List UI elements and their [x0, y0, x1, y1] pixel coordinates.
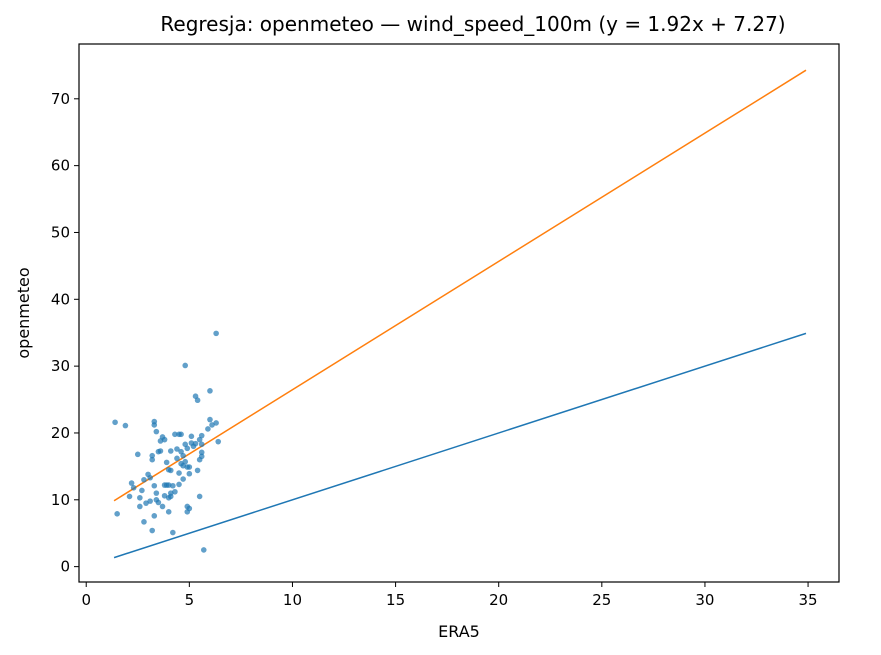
- scatter-point: [139, 487, 145, 494]
- scatter-point: [141, 519, 147, 525]
- x-tick-label: 0: [81, 591, 91, 609]
- scatter-point: [149, 452, 156, 459]
- scatter-point: [198, 432, 205, 439]
- y-tick-label: 30: [51, 357, 70, 375]
- y-axis-label: openmeteo: [14, 267, 33, 358]
- scatter-point: [122, 422, 129, 429]
- scatter-point: [194, 467, 201, 474]
- scatter-point: [167, 493, 174, 500]
- scatter-point: [128, 480, 135, 486]
- scatter-point: [170, 529, 176, 536]
- scatter-point: [126, 493, 133, 500]
- scatter-point: [180, 452, 186, 459]
- regression-line: [113, 69, 807, 502]
- x-tick-label: 25: [592, 591, 611, 609]
- scatter-point: [147, 474, 153, 481]
- scatter-point: [213, 420, 219, 426]
- y-tick-label: 40: [51, 290, 70, 308]
- y-tick-label: 20: [51, 424, 70, 442]
- scatter-point: [161, 436, 168, 443]
- x-tick-label: 35: [799, 591, 818, 609]
- x-tick-label: 20: [489, 591, 508, 609]
- scatter-point: [182, 362, 189, 369]
- scatter-point: [114, 511, 120, 517]
- scatter-point: [198, 453, 205, 460]
- scatter-point: [137, 494, 143, 501]
- x-axis-label: ERA5: [438, 622, 480, 641]
- y-tick-label: 10: [51, 491, 70, 509]
- x-tick-label: 5: [185, 591, 195, 609]
- scatter-point: [176, 470, 182, 476]
- scatter-point: [172, 431, 178, 438]
- scatter-point: [188, 433, 195, 440]
- chart-title: Regresja: openmeteo — wind_speed_100m (y…: [160, 12, 785, 36]
- scatter-point: [134, 451, 141, 458]
- scatter-point: [194, 397, 201, 404]
- x-tick-label: 10: [283, 591, 302, 609]
- scatter-point: [192, 440, 199, 447]
- scatter-point: [198, 449, 205, 456]
- series-lines: [113, 69, 807, 559]
- scatter-point: [186, 470, 193, 477]
- scatter-point: [207, 416, 213, 423]
- scatter-point: [151, 482, 158, 489]
- x-tick-label: 30: [695, 591, 714, 609]
- x-tick-label: 15: [386, 591, 405, 609]
- scatter-point: [147, 498, 153, 504]
- scatter-point: [151, 513, 158, 519]
- scatter-point: [163, 459, 170, 466]
- scatter-points: [112, 330, 222, 553]
- scatter-point: [176, 481, 182, 488]
- scatter-point: [186, 464, 193, 470]
- scatter-point: [159, 503, 166, 510]
- scatter-point: [178, 431, 184, 438]
- scatter-point: [182, 458, 189, 465]
- y-axis: 0 10 20 30 40 50 60 70: [51, 90, 79, 576]
- scatter-point: [213, 330, 219, 337]
- x-axis: 0 5 10 15 20 25 30 35: [81, 582, 818, 609]
- scatter-point: [180, 476, 186, 482]
- scatter-point: [174, 455, 180, 462]
- scatter-point: [149, 527, 156, 534]
- scatter-point: [207, 388, 213, 394]
- plot-frame: [78, 43, 840, 583]
- scatter-point: [174, 446, 180, 452]
- scatter-point: [170, 482, 176, 489]
- scatter-point: [137, 503, 143, 510]
- scatter-point: [186, 505, 193, 512]
- scatter-point: [205, 426, 211, 432]
- scatter-point: [149, 456, 156, 463]
- scatter-point: [141, 476, 147, 483]
- scatter-point: [165, 482, 172, 488]
- scatter-point: [153, 428, 160, 435]
- scatter-point: [167, 467, 174, 474]
- scatter-point: [167, 448, 174, 454]
- scatter-point: [184, 445, 191, 452]
- scatter-point: [130, 484, 137, 491]
- scatter-point: [198, 441, 205, 448]
- scatter-point: [155, 499, 162, 506]
- scatter-point: [215, 438, 222, 445]
- y-tick-label: 0: [60, 558, 70, 576]
- scatter-point: [151, 418, 158, 425]
- scatter-point: [200, 547, 207, 553]
- scatter-point: [112, 419, 118, 426]
- scatter-point: [172, 488, 178, 495]
- scatter-point: [196, 493, 203, 500]
- identity-line: [113, 332, 807, 559]
- scatter-point: [157, 448, 164, 454]
- scatter-point: [153, 490, 160, 496]
- scatter-point: [165, 509, 172, 515]
- y-tick-label: 60: [51, 157, 70, 175]
- y-tick-label: 50: [51, 223, 70, 241]
- y-tick-label: 70: [51, 90, 70, 108]
